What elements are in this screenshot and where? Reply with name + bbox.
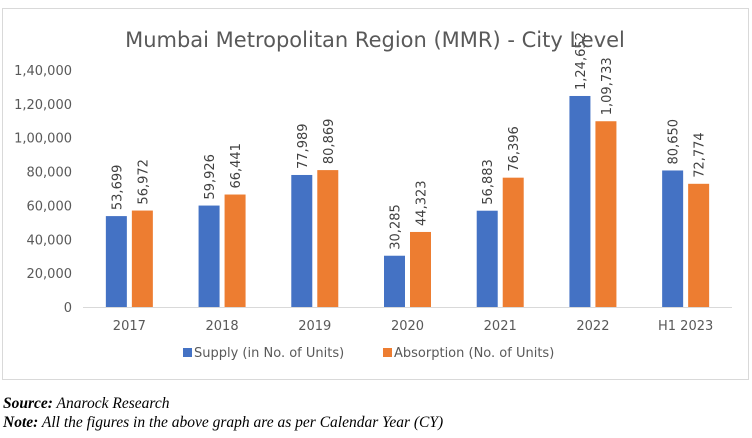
source-label: Source:: [3, 395, 53, 412]
bar-supply: [476, 210, 498, 307]
x-tick-label: 2021: [484, 319, 517, 334]
x-tick-label: 2018: [206, 319, 239, 334]
data-labels-layer: 53,699 56,972 59,926 66,441 77,989 80,869 30,2…: [110, 32, 707, 250]
chart-title: Mumbai Metropolitan Region (MMR) - City …: [125, 28, 625, 52]
y-tick-label: 80,000: [27, 166, 73, 181]
axis-layer: 0 20,000 40,000 60,000 80,000 1,00,000 1,20,00…: [14, 64, 732, 334]
data-label: 80,869: [322, 119, 337, 165]
bar-supply: [662, 170, 684, 307]
source-caption: Source: Anarock Research: [3, 395, 169, 413]
bar-supply: [384, 255, 405, 307]
data-label: 72,774: [693, 132, 708, 178]
x-tick-label: 2017: [113, 319, 146, 334]
data-label: 1,24,652: [574, 32, 589, 90]
bar-absorption: [131, 210, 153, 307]
y-tick-label: 60,000: [27, 199, 73, 214]
y-tick-label: 1,00,000: [14, 132, 72, 147]
legend-swatch-absorption: [383, 348, 392, 357]
note-caption: Note: All the figures in the above graph…: [3, 414, 443, 432]
data-label: 44,323: [415, 180, 430, 226]
source-text: Anarock Research: [52, 395, 170, 412]
data-label: 66,441: [229, 143, 244, 188]
bar-supply: [569, 95, 591, 308]
data-label: 56,883: [481, 159, 496, 205]
bar-absorption: [688, 183, 710, 307]
bars-layer: [105, 95, 710, 308]
bar-absorption: [317, 170, 339, 307]
bar-absorption: [224, 194, 246, 307]
bar-supply: [198, 205, 220, 307]
data-label: 59,926: [203, 154, 218, 199]
bar-absorption: [595, 121, 617, 308]
legend-label-absorption: Absorption (No. of Units): [394, 346, 554, 361]
note-text: All the figures in the above graph are a…: [38, 414, 444, 431]
y-tick-label: 1,40,000: [14, 64, 72, 79]
x-tick-label: H1 2023: [658, 319, 713, 334]
data-label: 56,972: [136, 159, 151, 205]
note-label: Note:: [3, 414, 39, 431]
x-tick-label: 2019: [298, 319, 331, 334]
bar-supply: [105, 216, 127, 307]
legend: Supply (in No. of Units) Absorption (No. …: [183, 346, 554, 361]
chart: 53,699 56,972 59,926 66,441 77,989 80,869 30,2…: [14, 28, 732, 361]
data-label: 53,699: [110, 165, 125, 211]
bar-supply: [291, 174, 313, 307]
y-tick-label: 1,20,000: [14, 98, 72, 113]
y-tick-label: 40,000: [27, 233, 73, 248]
y-tick-label: 20,000: [27, 267, 73, 282]
legend-label-supply: Supply (in No. of Units): [194, 346, 344, 361]
legend-swatch-supply: [183, 348, 192, 357]
x-tick-label: 2022: [576, 319, 609, 334]
data-label: 76,396: [507, 126, 522, 172]
data-label: 1,09,733: [600, 57, 615, 115]
bar-absorption: [502, 177, 524, 307]
x-tick-label: 2020: [391, 319, 424, 334]
y-tick-label: 0: [64, 301, 72, 316]
data-label: 80,650: [667, 119, 682, 165]
bar-absorption: [410, 231, 431, 307]
data-label: 77,989: [296, 123, 311, 169]
chart-frame: [2, 8, 749, 380]
data-label: 30,285: [389, 204, 404, 250]
